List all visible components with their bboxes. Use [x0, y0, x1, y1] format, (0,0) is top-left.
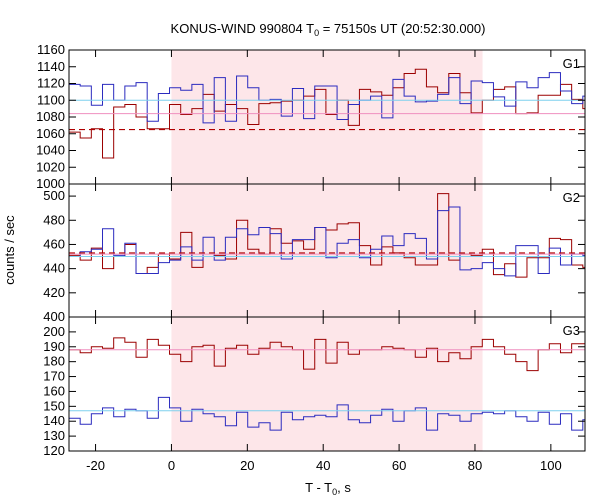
y-tick-label: 160: [43, 383, 65, 398]
x-axis-title-rest: , s: [337, 480, 351, 495]
series-g3-series-red: [69, 337, 585, 372]
y-tick-label: 120: [43, 443, 65, 458]
series-g2-series-blue: [69, 206, 585, 277]
y-tick-label: 1100: [37, 92, 65, 107]
x-tick-label: 0: [168, 458, 175, 473]
series-g3-series-blue: [69, 396, 585, 431]
y-tick-label: 180: [43, 354, 65, 369]
x-axis-title-main: T - T: [305, 480, 332, 495]
y-tick-label: 150: [43, 398, 65, 413]
x-tick-label: 40: [316, 458, 330, 473]
y-tick-label: 1140: [37, 59, 65, 74]
x-axis-title-sub: 0: [332, 487, 337, 497]
y-tick-label: 440: [43, 261, 65, 276]
y-tick-label: 1080: [36, 109, 65, 124]
x-tick-label: 20: [240, 458, 254, 473]
y-tick-label: 1060: [36, 126, 65, 141]
panel-label-g2: G2: [563, 190, 580, 205]
panel-frame-g3: [68, 316, 586, 452]
panel-label-g3: G3: [563, 323, 580, 338]
y-tick-label: 460: [43, 236, 65, 251]
chart-title-rest: = 75150s UT (20:52:30.000): [319, 21, 485, 36]
x-tick-label: 60: [392, 458, 406, 473]
y-tick-label: 420: [43, 285, 65, 300]
y-tick-label: 1160: [37, 42, 65, 57]
y-tick-label: 400: [43, 309, 65, 324]
y-tick-label: 1000: [36, 176, 65, 191]
series-g1-series-blue: [69, 72, 585, 124]
x-axis-title: T - T0, s: [305, 480, 351, 497]
y-tick-label: 200: [43, 324, 65, 339]
y-tick-label: 1120: [37, 76, 65, 91]
panel-label-g1: G1: [563, 56, 580, 71]
panels-layer: 100010201040106010801100112011401160G140…: [36, 42, 586, 458]
y-tick-label: 480: [43, 212, 65, 227]
y-tick-label: 190: [43, 339, 65, 354]
y-tick-label: 1040: [36, 143, 65, 158]
y-tick-label: 130: [43, 428, 65, 443]
y-tick-label: 170: [43, 369, 65, 384]
y-tick-label: 1020: [36, 159, 65, 174]
y-tick-label: 500: [43, 188, 65, 203]
x-tick-label: 100: [540, 458, 562, 473]
x-tick-label: -20: [86, 458, 105, 473]
y-axis-title: counts / sec: [2, 215, 17, 285]
series-g1-series-red: [69, 68, 585, 159]
chart-title-sub: 0: [314, 28, 319, 38]
x-tick-label: 80: [468, 458, 482, 473]
chart-title-main: KONUS-WIND 990804 T: [171, 21, 315, 36]
shaded-interval: [171, 50, 483, 451]
x-axis: -20 0 20 40 60 80 100: [86, 458, 562, 473]
y-tick-label: 140: [43, 413, 65, 428]
chart-title: KONUS-WIND 990804 T0 = 75150s UT (20:52:…: [171, 21, 486, 38]
